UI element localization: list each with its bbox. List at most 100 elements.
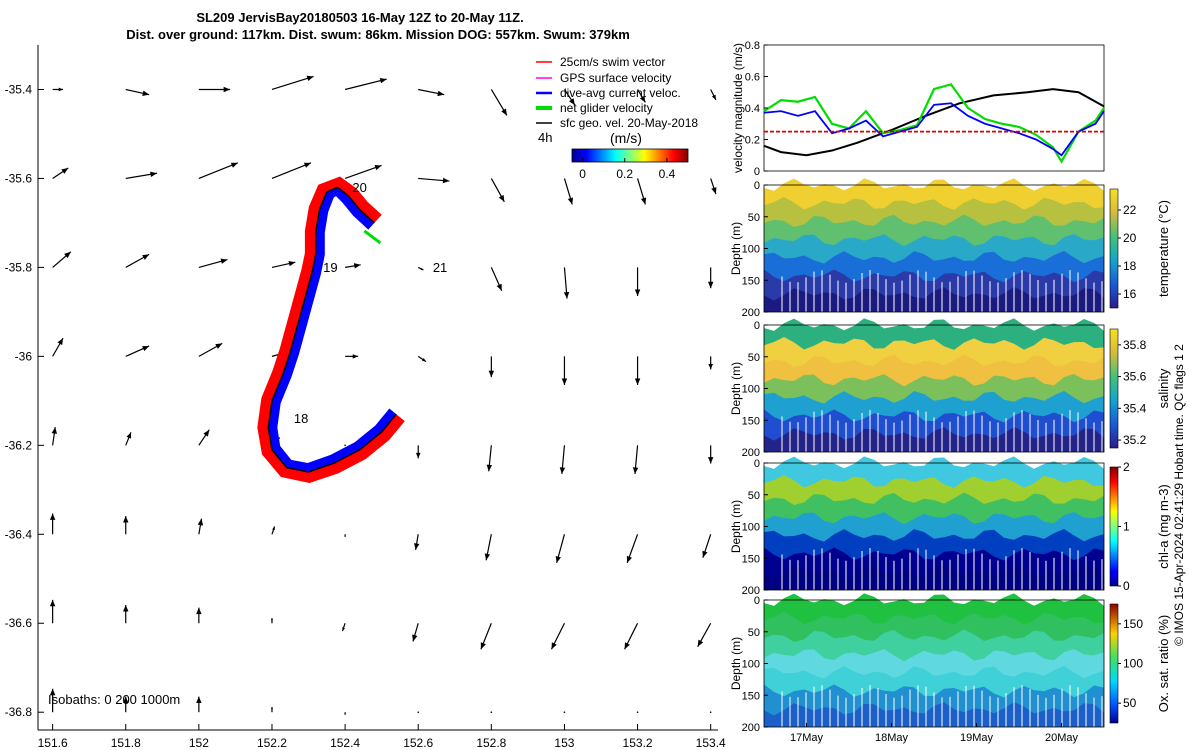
credit-text: © IMOS 15-Apr-2024 02:41:29 Hobart time.… bbox=[1172, 344, 1186, 646]
section-y-tick-label: 200 bbox=[742, 447, 760, 459]
current-vector-head bbox=[230, 162, 238, 168]
figure-title: SL209 JervisBay20180503 16-May 12Z to 20… bbox=[196, 10, 523, 25]
section-colorbar bbox=[1109, 188, 1119, 309]
section-ylabel: Depth (m) bbox=[729, 362, 743, 415]
map-x-tick-label: 152.6 bbox=[403, 736, 433, 750]
velocity-series-line bbox=[763, 83, 1105, 164]
current-vector-head bbox=[142, 345, 150, 352]
section-ylabel: Depth (m) bbox=[729, 222, 743, 275]
section-y-tick-label: 150 bbox=[742, 275, 760, 287]
section-panel-salinity: 0 50 100 150 200 Depth (m) 35.2 35.4 35.6 35.8 sal… bbox=[729, 318, 1171, 459]
current-vector-head bbox=[702, 550, 708, 558]
current-vector-head bbox=[303, 162, 311, 168]
legend-label-gps: GPS surface velocity bbox=[560, 71, 671, 85]
section-y-tick-label: 150 bbox=[742, 553, 760, 565]
current-vector-head bbox=[567, 197, 574, 205]
current-vector-head bbox=[196, 696, 202, 704]
map-y-tick-label: -35.6 bbox=[5, 171, 33, 185]
glider-track-line bbox=[267, 186, 397, 473]
current-vector-head bbox=[49, 599, 56, 607]
current-vector-head bbox=[196, 607, 202, 615]
current-vector bbox=[344, 444, 346, 447]
legend-item-gps: GPS surface velocity bbox=[536, 71, 671, 85]
section-colorbar-tick-label: 100 bbox=[1123, 657, 1143, 671]
current-vector-head bbox=[49, 688, 56, 696]
section-x-tick-label: 17May bbox=[790, 732, 824, 744]
section-y-tick-label: 150 bbox=[742, 415, 760, 427]
current-vector-head bbox=[58, 87, 64, 92]
legend-item-sfc: sfc geo. vel. 20-May-2018 bbox=[536, 116, 698, 130]
current-vector-head bbox=[57, 338, 64, 346]
section-colorbar-label: salinity bbox=[1156, 368, 1171, 408]
section-colorbar-tick-label: 35.2 bbox=[1123, 433, 1147, 447]
map-x-tick-label: 153 bbox=[554, 736, 574, 750]
current-vector-head bbox=[271, 707, 273, 710]
section-x-tick-label: 18May bbox=[875, 732, 909, 744]
current-vector bbox=[271, 162, 312, 179]
section-colorbar-tick-label: 35.6 bbox=[1123, 370, 1147, 384]
net-glider-vector bbox=[363, 229, 382, 245]
map-x-tick-label: 151.8 bbox=[111, 736, 141, 750]
figure-subtitle: Dist. over ground: 117km. Dist. swum: 86… bbox=[126, 27, 630, 42]
swim-vector-band bbox=[257, 176, 405, 483]
day-label: 20 bbox=[352, 180, 366, 195]
current-vector-head bbox=[442, 177, 450, 184]
current-vector-head bbox=[352, 354, 359, 359]
section-colorbar-tick-label: 150 bbox=[1123, 617, 1143, 631]
legend-label-swim: 25cm/s swim vector bbox=[560, 55, 665, 69]
current-vector-head bbox=[563, 291, 570, 299]
velocity-axes bbox=[763, 44, 1105, 172]
section-colorbar-label: temperature (°C) bbox=[1156, 200, 1171, 297]
current-vector-head bbox=[123, 516, 129, 523]
current-vector-head bbox=[64, 251, 71, 259]
glider-track bbox=[257, 176, 405, 483]
section-y-tick-label: 100 bbox=[742, 659, 760, 671]
current-vector-head bbox=[342, 627, 345, 632]
current-vector bbox=[709, 711, 712, 714]
map-y-tick-label: -36.4 bbox=[5, 527, 33, 541]
current-vector-head bbox=[142, 90, 150, 96]
current-vector-head bbox=[711, 94, 716, 100]
section-y-tick-label: 50 bbox=[748, 212, 760, 224]
section-x-tick-label: 19May bbox=[960, 732, 994, 744]
section-colorbar-tick-label: 35.4 bbox=[1123, 401, 1147, 415]
day-label: 21 bbox=[433, 260, 447, 275]
current-vector-head bbox=[203, 429, 210, 437]
current-vector-head bbox=[344, 535, 346, 537]
current-vector-head bbox=[501, 108, 507, 116]
velocity-y-tick-label: 0.4 bbox=[745, 103, 760, 115]
current-vector-head bbox=[215, 343, 223, 349]
current-vector-head bbox=[711, 187, 717, 195]
legend-item-dive: dive-avg current veloc. bbox=[536, 86, 681, 100]
colorbar-tick-label: 0.4 bbox=[659, 167, 676, 181]
current-vector bbox=[271, 75, 314, 91]
section-colorbar-tick-label: 2 bbox=[1123, 460, 1130, 474]
current-vector-head bbox=[634, 378, 641, 385]
current-vector bbox=[490, 711, 493, 714]
map-x-tick-label: 152 bbox=[189, 736, 209, 750]
section-colorbar-tick-label: 1 bbox=[1123, 520, 1130, 534]
current-vector-head bbox=[561, 378, 568, 385]
current-vector-head bbox=[484, 553, 491, 561]
section-y-tick-label: 50 bbox=[748, 490, 760, 502]
section-x-tick-label: 20May bbox=[1045, 732, 1079, 744]
section-panel-chla: 0 50 100 150 200 Depth (m) 0 1 2 chl-a (mg m-3) bbox=[729, 456, 1171, 597]
current-vector-head bbox=[437, 90, 445, 97]
current-vector-head bbox=[707, 457, 714, 464]
section-ylabel: Depth (m) bbox=[729, 637, 743, 690]
section-y-tick-label: 200 bbox=[742, 722, 760, 734]
current-vector-head bbox=[223, 86, 231, 93]
section-y-tick-label: 150 bbox=[742, 690, 760, 702]
legend-item-net: net glider velocity bbox=[536, 101, 653, 115]
current-vector bbox=[417, 711, 420, 714]
current-vector-head bbox=[306, 75, 314, 82]
current-vector-head bbox=[353, 263, 361, 269]
colorbar-tick-label: 0 bbox=[579, 167, 586, 181]
current-vector-head bbox=[220, 258, 228, 264]
map-y-tick-label: -35.4 bbox=[5, 82, 33, 96]
section-colorbar-tick-label: 18 bbox=[1123, 259, 1137, 273]
map-x-tick-label: 152.8 bbox=[476, 736, 506, 750]
current-vector-head bbox=[51, 427, 58, 434]
current-vector-head bbox=[123, 696, 129, 704]
